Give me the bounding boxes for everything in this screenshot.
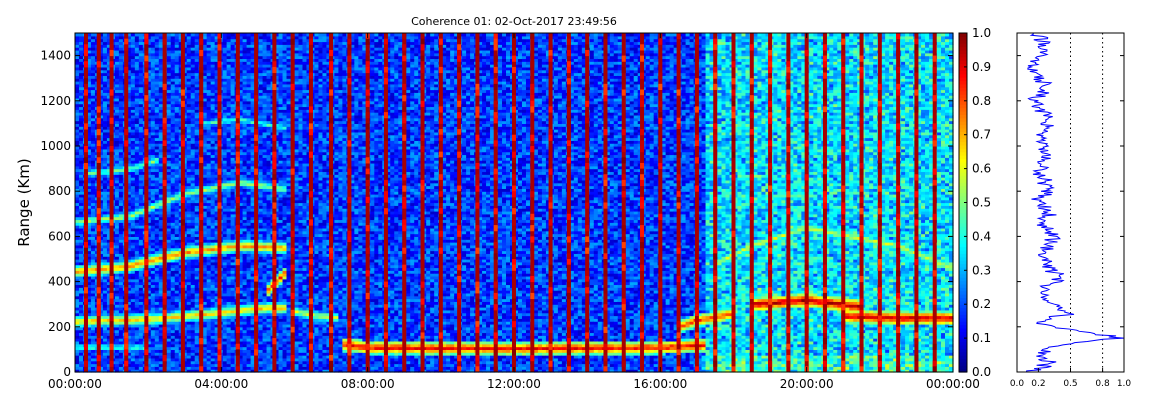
heatmap-cell	[79, 33, 84, 36]
heatmap-cell	[223, 33, 228, 36]
heatmap-cell	[167, 33, 172, 36]
chart-title: Coherence 01: 02-Oct-2017 23:49:56	[411, 15, 617, 28]
heatmap-cell	[207, 33, 212, 36]
heatmap-cell	[191, 33, 196, 36]
heatmap-cell	[75, 33, 80, 36]
heatmap-cell	[91, 33, 96, 36]
heatmap-cell	[151, 33, 156, 36]
heatmap-cell	[171, 33, 176, 36]
heatmap-plot: Coherence 01: 02-Oct-2017 23:49:56020040…	[15, 15, 980, 391]
heatmap-cell	[115, 33, 120, 36]
heatmap-cell	[203, 33, 208, 36]
heatmap-cell	[231, 33, 236, 36]
heatmap-cell	[155, 33, 160, 36]
heatmap-cell	[139, 33, 144, 36]
heatmap-cell	[211, 33, 216, 36]
heatmap-cell	[119, 33, 124, 36]
heatmap-cell	[131, 33, 136, 36]
heatmap-cell	[135, 33, 140, 36]
heatmap-cell	[195, 33, 200, 36]
heatmap-cell	[175, 33, 180, 36]
heatmap-cell	[187, 33, 192, 36]
heatmap-cell	[103, 33, 108, 36]
heatmap-cell	[227, 33, 232, 36]
